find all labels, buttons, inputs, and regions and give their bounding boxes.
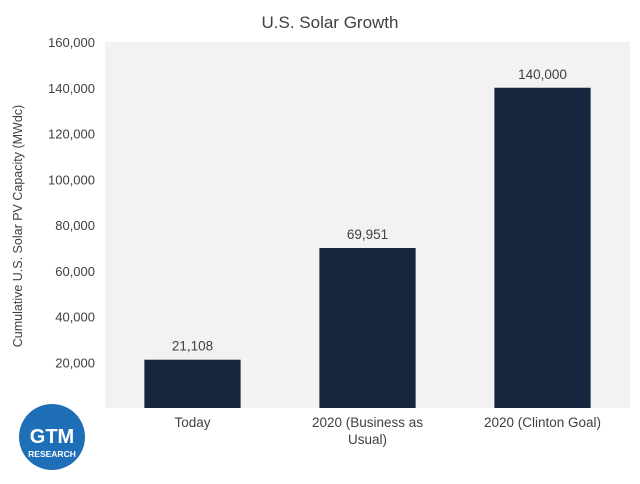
x-axis-ticks: Today 2020 (Business as Usual) 2020 (Clinto… (174, 415, 601, 447)
x-tick-label: 2020 (Clinton Goal) (484, 415, 601, 430)
bar-value-label: 21,108 (172, 339, 213, 354)
y-axis-label-group: Cumulative U.S. Solar PV Capacity (MWdc) (11, 105, 25, 347)
y-tick-label: 60,000 (55, 264, 95, 279)
logo-badge (19, 404, 85, 470)
y-tick-label: 20,000 (55, 355, 95, 370)
y-tick-label: 40,000 (55, 310, 95, 325)
y-tick-label: 100,000 (48, 172, 95, 187)
bar (319, 247, 416, 408)
y-axis-label: Cumulative U.S. Solar PV Capacity (MWdc) (11, 105, 25, 347)
y-tick-label: 120,000 (48, 127, 95, 142)
bar (144, 359, 241, 408)
y-axis-ticks: 20,000 40,000 60,000 80,000 100,000 120,000 14… (48, 35, 95, 370)
logo-text-research: RESEARCH (28, 449, 76, 459)
x-tick-label: Today (174, 415, 210, 430)
chart-title: U.S. Solar Growth (262, 13, 399, 32)
bar-value-label: 140,000 (518, 67, 567, 82)
y-tick-label: 80,000 (55, 218, 95, 233)
y-tick-label: 160,000 (48, 35, 95, 50)
gtm-research-logo: GTM RESEARCH (19, 404, 85, 470)
bar-value-label: 69,951 (347, 227, 388, 242)
bar (494, 87, 591, 408)
y-tick-label: 140,000 (48, 81, 95, 96)
logo-text-gtm: GTM (30, 426, 74, 448)
bars: 21,108 69,951 140,000 (144, 67, 591, 408)
x-tick-label: 2020 (Business as Usual) (312, 415, 423, 447)
